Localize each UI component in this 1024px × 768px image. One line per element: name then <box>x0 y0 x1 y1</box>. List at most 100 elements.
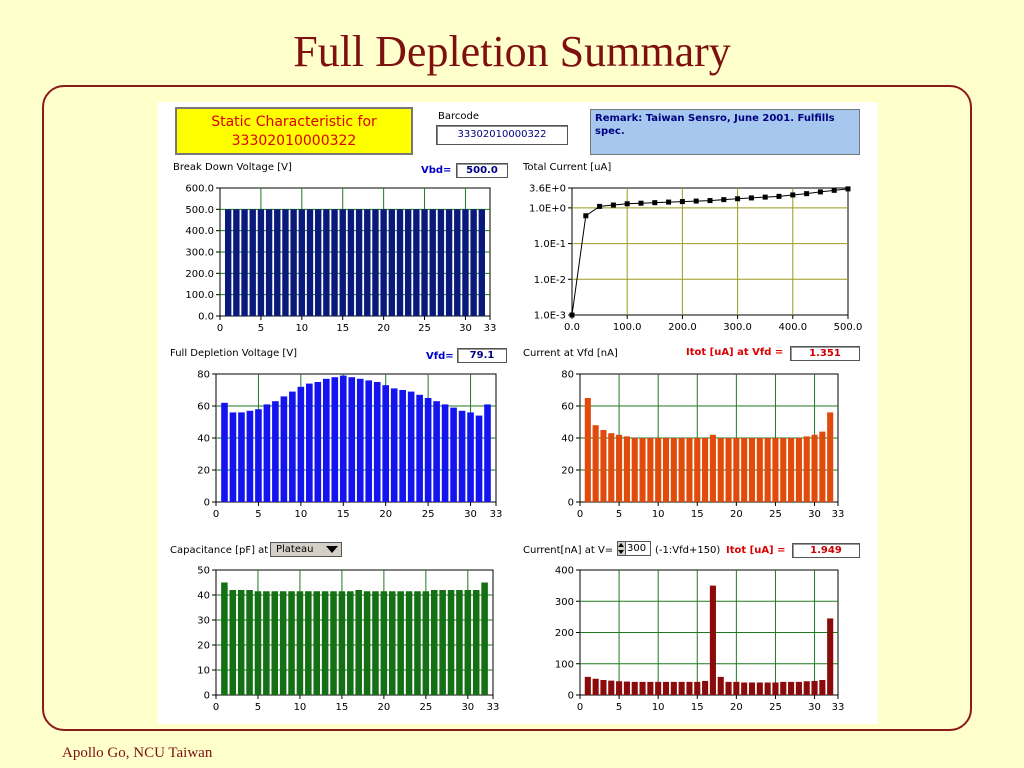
data-bar <box>623 436 630 502</box>
x-tick-label: 500.0 <box>834 322 863 333</box>
data-bar <box>764 682 771 695</box>
data-bar <box>274 209 281 316</box>
data-bar <box>421 209 428 316</box>
x-tick-label: 10 <box>294 702 307 713</box>
data-bar <box>788 438 795 502</box>
ivfd-chart-label: Current at Vfd [nA] <box>523 348 618 359</box>
data-bar <box>741 682 748 695</box>
data-bar <box>338 591 346 695</box>
x-tick-label: 0 <box>213 702 219 713</box>
data-bar <box>380 591 388 695</box>
data-bar <box>456 590 463 695</box>
x-tick-label: 100.0 <box>613 322 642 333</box>
data-bar <box>347 209 355 316</box>
x-tick-label: 25 <box>419 702 432 713</box>
x-tick-label: 25 <box>769 509 782 520</box>
data-bar <box>803 681 810 695</box>
x-tick-label: 0.0 <box>564 322 580 333</box>
data-bar <box>467 412 474 502</box>
spin-arrows-icon[interactable] <box>618 542 626 555</box>
data-bar <box>702 438 709 502</box>
x-tick-label: 20 <box>730 509 743 520</box>
data-bar <box>827 618 834 695</box>
x-tick-label: 33 <box>832 509 845 520</box>
data-bar <box>290 209 297 316</box>
data-bar <box>272 401 279 502</box>
y-tick-label: 100 <box>555 659 574 670</box>
data-bar <box>241 209 248 316</box>
remark-box: Remark: Taiwan Sensro, June 2001. Fulfil… <box>590 109 860 155</box>
data-point <box>610 202 616 208</box>
vfd-value-label: Vfd= <box>426 351 454 362</box>
y-tick-label: 100.0 <box>185 290 214 301</box>
vbd-chart-label: Break Down Voltage [V] <box>173 162 292 173</box>
data-bar <box>282 209 289 316</box>
x-tick-label: 15 <box>691 509 704 520</box>
icur-chart-label: Current[nA] at V= <box>523 545 614 556</box>
data-bar <box>725 438 732 502</box>
data-bar <box>592 678 599 695</box>
data-bar <box>382 385 390 502</box>
data-bar <box>616 681 623 695</box>
x-tick-label: 33 <box>490 509 503 520</box>
data-bar <box>445 209 453 316</box>
y-tick-label: 200 <box>555 628 574 639</box>
vfd-value-field[interactable]: 79.1 <box>457 348 507 363</box>
data-bar <box>254 591 262 695</box>
voltage-spin-input[interactable]: 300 <box>617 541 651 556</box>
data-bar <box>647 681 654 695</box>
y-tick-label: 400.0 <box>185 226 214 237</box>
y-tick-label: 1.0E-1 <box>534 239 566 250</box>
y-tick-label: 1.0E-3 <box>534 311 566 322</box>
data-bar <box>623 681 630 695</box>
data-bar <box>305 591 312 695</box>
data-bar <box>616 434 623 502</box>
data-bar <box>694 681 701 695</box>
slide-footer: Apollo Go, NCU Taiwan <box>62 745 213 761</box>
static-characteristic-title: Static Characteristic for 33302010000322 <box>175 107 413 155</box>
vbd-value-field[interactable]: 500.0 <box>456 163 508 178</box>
data-bar <box>330 591 337 695</box>
y-tick-label: 10 <box>197 666 210 677</box>
data-bar <box>803 436 810 502</box>
data-bar <box>321 591 329 695</box>
barcode-field[interactable]: 33302010000322 <box>436 125 568 145</box>
x-tick-label: 5 <box>616 702 622 713</box>
data-bar <box>221 582 228 695</box>
icur-value-field[interactable]: 1.949 <box>792 543 860 558</box>
x-tick-label: 30 <box>808 702 821 713</box>
ivfd-value-field[interactable]: 1.351 <box>790 346 860 361</box>
y-tick-label: 30 <box>197 616 210 627</box>
data-point <box>790 192 796 198</box>
data-bar <box>592 425 599 502</box>
x-tick-label: 15 <box>336 323 349 334</box>
data-bar <box>725 681 732 695</box>
y-tick-label: 600.0 <box>185 184 214 195</box>
data-bar <box>702 680 709 695</box>
data-bar <box>306 383 313 502</box>
data-bar <box>373 382 381 502</box>
data-bar <box>422 591 430 695</box>
y-tick-label: 20 <box>197 466 210 477</box>
data-bar <box>229 590 237 695</box>
capacitance-chart: 0 10 20 30 40 50 0 5 10 15 20 25 30 33 <box>197 566 499 714</box>
data-bar <box>454 209 461 316</box>
data-bar <box>331 377 339 502</box>
x-tick-label: 5 <box>616 509 622 520</box>
data-bar <box>608 433 615 502</box>
data-bar <box>441 404 449 502</box>
data-bar <box>717 438 724 502</box>
plot-area <box>215 569 494 696</box>
x-tick-label: 0 <box>577 509 583 520</box>
y-tick-label: 50 <box>197 566 210 577</box>
data-point <box>693 198 699 204</box>
plateau-dropdown[interactable]: Plateau <box>270 542 342 557</box>
y-tick-label: 3.6E+0 <box>529 184 566 195</box>
current-at-vfd-chart: 0 20 40 60 80 0 5 10 15 20 25 30 33 <box>561 370 845 521</box>
data-bar <box>221 402 228 502</box>
data-bar <box>662 438 670 502</box>
data-point <box>804 191 810 197</box>
x-tick-label: 33 <box>484 323 497 334</box>
icur-value-label: Itot [uA] = <box>726 545 786 556</box>
data-bar <box>764 438 771 502</box>
